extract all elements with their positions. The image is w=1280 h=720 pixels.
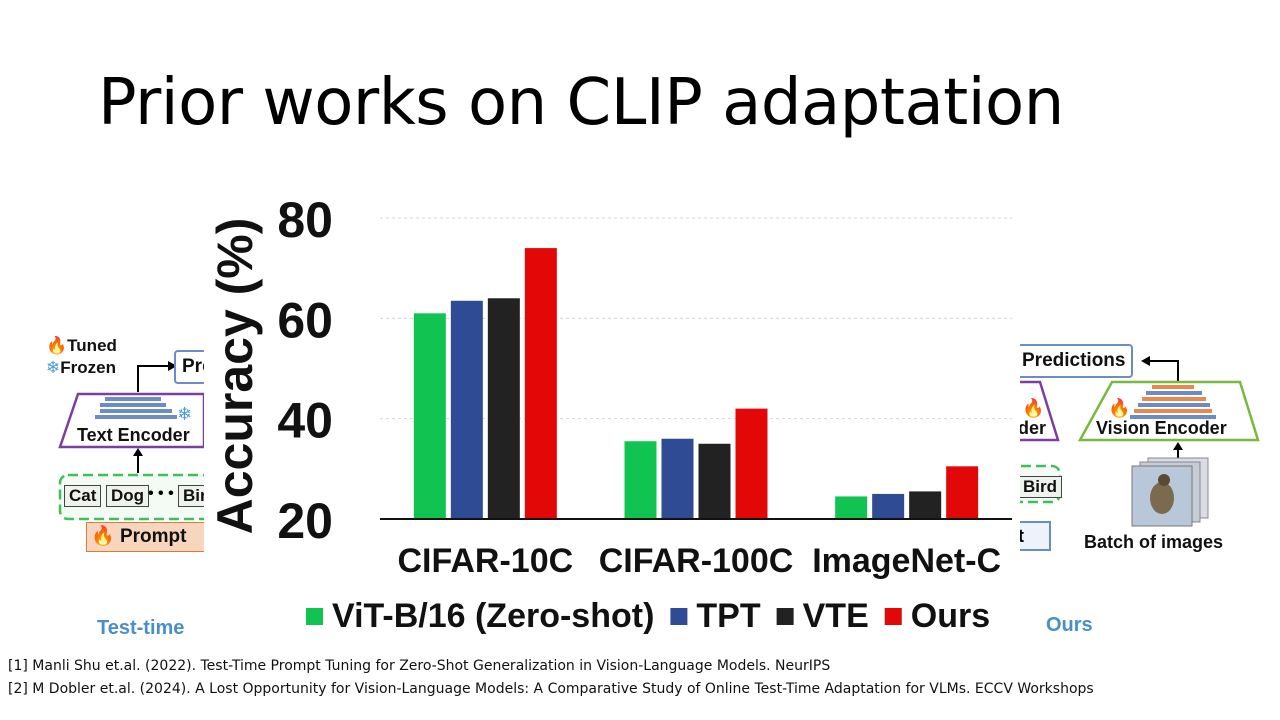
ours-caption: Ours xyxy=(1046,614,1093,636)
legend-swatch xyxy=(670,608,688,625)
bar xyxy=(450,300,483,519)
y-tick-label: 20 xyxy=(277,493,333,549)
fire-icon: 🔥 xyxy=(91,526,115,547)
bar xyxy=(413,313,446,519)
legend-frozen-label: Frozen xyxy=(60,358,116,377)
text-encoder-label: Text Encoder xyxy=(77,425,190,445)
bar xyxy=(698,443,731,519)
legend-label: ViT-B/16 (Zero-shot) xyxy=(332,597,654,635)
legend-label: VTE xyxy=(803,597,869,635)
reference-2: [2] M Dobler et.al. (2024). A Lost Oppor… xyxy=(8,681,1094,697)
legend-swatch xyxy=(884,608,902,625)
reference-1: [1] Manli Shu et.al. (2022). Test-Time P… xyxy=(8,658,831,674)
word-ellipsis: • • • xyxy=(148,485,174,502)
legend-swatch xyxy=(306,608,323,625)
word-cat: Cat xyxy=(64,485,102,507)
bar xyxy=(524,248,557,519)
left-diagram: 🔥Tuned ❄Frozen Pre ❄ Text Encoder Cat Do… xyxy=(40,330,204,560)
legend-label: Ours xyxy=(911,597,990,635)
arrow-to-predictions xyxy=(137,365,170,392)
bar xyxy=(487,298,520,519)
legend-label: TPT xyxy=(696,597,760,635)
y-axis-label: Accuracy (%) xyxy=(207,218,263,535)
arrowhead xyxy=(168,361,177,371)
x-tick-label: CIFAR-100C xyxy=(599,542,794,580)
x-tick-label: ImageNet-C xyxy=(812,542,1001,580)
x-tick-label: CIFAR-10C xyxy=(397,542,573,580)
text-encoder-fragment-shape xyxy=(1018,380,1060,442)
x-tick-labels: CIFAR-10C CIFAR-100C ImageNet-C xyxy=(397,542,1001,580)
chart-background xyxy=(205,180,1020,640)
right-diagram: Predictions 🔥 der 🔥 Vision Encoder Bird … xyxy=(1018,330,1280,570)
fire-icon: 🔥 xyxy=(1022,398,1045,418)
snowflake-icon: ❄ xyxy=(177,404,193,424)
snowflake-icon: ❄ xyxy=(46,358,61,377)
test-time-caption: Test-time xyxy=(97,617,185,639)
legend-frozen: ❄Frozen xyxy=(46,358,116,378)
prompt-fragment: t xyxy=(1018,526,1024,546)
bar xyxy=(735,408,768,519)
prompt-box: 🔥 Prompt xyxy=(86,522,204,552)
text-encoder-fragment: der xyxy=(1018,418,1047,438)
y-tick-label: 40 xyxy=(277,393,333,449)
bar xyxy=(624,441,657,519)
batch-of-images-label: Batch of images xyxy=(1084,532,1224,552)
bar xyxy=(946,466,979,519)
legend-tuned-label: Tuned xyxy=(67,336,117,355)
bar xyxy=(872,493,905,519)
word-bird: Bir xyxy=(178,485,204,507)
vision-encoder-label: Vision Encoder xyxy=(1096,418,1227,438)
bar xyxy=(909,491,942,519)
fire-icon: 🔥 xyxy=(1108,398,1131,418)
word-dog: Dog xyxy=(106,485,150,507)
y-tick-label: 80 xyxy=(277,192,333,248)
text-encoder-trapezoid xyxy=(58,392,204,449)
chart-bars xyxy=(413,248,979,519)
word-bird: Bird xyxy=(1018,476,1062,498)
y-tick-label: 60 xyxy=(277,292,333,348)
bar xyxy=(661,438,694,519)
legend-swatch xyxy=(776,608,794,625)
predictions-box: Predictions xyxy=(1018,344,1134,378)
prompt-label: Prompt xyxy=(119,526,187,547)
predictions-box: Pre xyxy=(174,350,204,384)
arrow-to-predictions xyxy=(1148,360,1179,382)
legend-tuned: 🔥Tuned xyxy=(46,336,117,356)
right-diagram-shapes xyxy=(1018,356,1260,551)
chart-legend: ViT-B/16 (Zero-shot) TPT VTE Ours xyxy=(306,597,990,635)
bar xyxy=(835,496,868,519)
y-tick-labels: 20 40 60 80 xyxy=(277,192,333,549)
fire-icon: 🔥 xyxy=(46,336,68,355)
slide-title: Prior works on CLIP adaptation xyxy=(98,66,1064,140)
